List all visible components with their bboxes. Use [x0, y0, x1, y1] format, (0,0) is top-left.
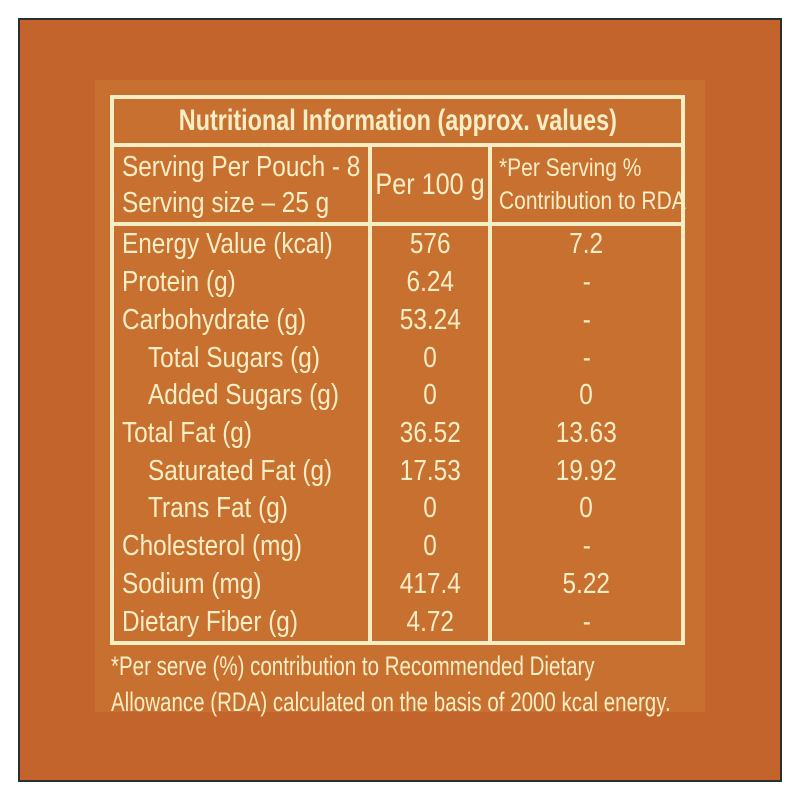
row-value-rda: 19.92	[492, 452, 681, 490]
row-label: Saturated Fat (g)	[114, 452, 368, 490]
row-value-per100: 0	[368, 376, 492, 415]
row-value-rda-text: 19.92	[556, 454, 617, 487]
row-value-per100-text: 0	[423, 492, 437, 525]
row-label: Trans Fat (g)	[114, 490, 368, 528]
row-label-text: Cholesterol (mg)	[122, 530, 303, 563]
pouch-background: Nutritional Information (approx. values)…	[18, 18, 782, 782]
row-label: Added Sugars (g)	[114, 377, 368, 415]
row-value-per100: 6.24	[368, 263, 492, 302]
header-rda-cell: *Per Serving % Contribution to RDA	[492, 147, 686, 226]
footnote-line1: *Per serve (%) contribution to Recommend…	[111, 651, 595, 681]
row-value-per100-text: 0	[423, 530, 437, 563]
row-value-rda: -	[492, 603, 681, 641]
row-value-per100-text: 17.53	[399, 454, 461, 487]
row-label-text: Energy Value (kcal)	[122, 228, 333, 261]
row-value-rda-text: 0	[579, 379, 594, 412]
header-rda-text: *Per Serving % Contribution to RDA	[499, 153, 686, 215]
row-value-rda: 0	[492, 377, 681, 415]
row-value-per100: 0	[368, 339, 492, 377]
header-per100-cell: Per 100 g	[368, 147, 492, 226]
header-serving-cell: Serving Per Pouch - 8 Serving size – 25 …	[114, 147, 368, 226]
row-value-rda-text: 7.2	[569, 228, 604, 261]
footnote: *Per serve (%) contribution to Recommend…	[111, 648, 703, 720]
row-value-rda-text: -	[582, 605, 591, 638]
row-value-per100-text: 36.52	[399, 416, 461, 449]
row-label-text: Sodium (mg)	[122, 567, 262, 600]
row-value-rda: -	[492, 301, 681, 339]
row-value-per100-text: 4.72	[406, 605, 454, 638]
row-value-rda-text: 5.22	[562, 567, 611, 600]
row-value-per100-text: 0	[423, 379, 437, 412]
row-value-rda-text: -	[582, 266, 591, 299]
row-value-rda: 7.2	[492, 226, 681, 264]
row-label: Cholesterol (mg)	[114, 528, 368, 566]
row-value-per100: 0	[368, 490, 492, 528]
table-title-text: Nutritional Information (approx. values)	[178, 104, 617, 137]
row-value-per100: 4.72	[368, 603, 492, 641]
label-photo: Nutritional Information (approx. values)…	[95, 80, 705, 717]
row-value-rda: 5.22	[492, 566, 681, 604]
row-value-rda: -	[492, 528, 681, 566]
row-label-text: Added Sugars (g)	[148, 379, 339, 412]
row-label: Sodium (mg)	[114, 566, 368, 604]
row-value-rda: -	[492, 339, 681, 377]
row-value-per100: 417.4	[368, 565, 492, 604]
row-value-rda-text: 13.63	[556, 416, 617, 449]
table-title: Nutritional Information (approx. values)	[114, 99, 681, 147]
header-serving-text: Serving Per Pouch - 8 Serving size – 25 …	[122, 150, 361, 219]
row-label: Total Sugars (g)	[114, 339, 368, 377]
row-value-per100-text: 417.4	[399, 567, 461, 600]
nutrition-table: Nutritional Information (approx. values)…	[110, 95, 686, 645]
row-value-rda-text: 0	[579, 492, 594, 525]
row-value-per100: 17.53	[368, 452, 492, 491]
row-value-per100-text: 53.24	[399, 303, 461, 336]
row-value-rda-text: -	[582, 341, 591, 374]
row-value-per100: 576	[368, 226, 492, 264]
row-value-rda: 13.63	[492, 415, 681, 453]
row-label: Carbohydrate (g)	[114, 301, 368, 339]
footnote-line2: Allowance (RDA) calculated on the basis …	[111, 687, 671, 717]
row-value-rda-text: -	[582, 303, 591, 336]
row-label-text: Total Sugars (g)	[148, 341, 320, 374]
row-value-per100-text: 0	[423, 341, 437, 374]
row-value-per100: 53.24	[368, 301, 492, 340]
row-value-per100: 0	[368, 527, 492, 566]
row-value-per100-text: 576	[409, 228, 451, 261]
row-label-text: Protein (g)	[122, 266, 236, 299]
row-label-text: Trans Fat (g)	[148, 492, 288, 525]
row-label: Protein (g)	[114, 264, 368, 302]
row-label-text: Dietary Fiber (g)	[122, 605, 298, 638]
row-value-per100-text: 6.24	[406, 266, 454, 299]
row-label: Energy Value (kcal)	[114, 226, 368, 264]
row-value-per100: 36.52	[368, 414, 492, 453]
row-value-rda: 0	[492, 490, 681, 528]
header-per100-text: Per 100 g	[375, 167, 485, 201]
row-label: Total Fat (g)	[114, 415, 368, 453]
row-label-text: Total Fat (g)	[122, 416, 252, 449]
row-label: Dietary Fiber (g)	[114, 603, 368, 641]
row-value-rda: -	[492, 264, 681, 302]
row-label-text: Carbohydrate (g)	[122, 303, 307, 336]
row-value-rda-text: -	[582, 530, 591, 563]
row-label-text: Saturated Fat (g)	[148, 454, 333, 487]
